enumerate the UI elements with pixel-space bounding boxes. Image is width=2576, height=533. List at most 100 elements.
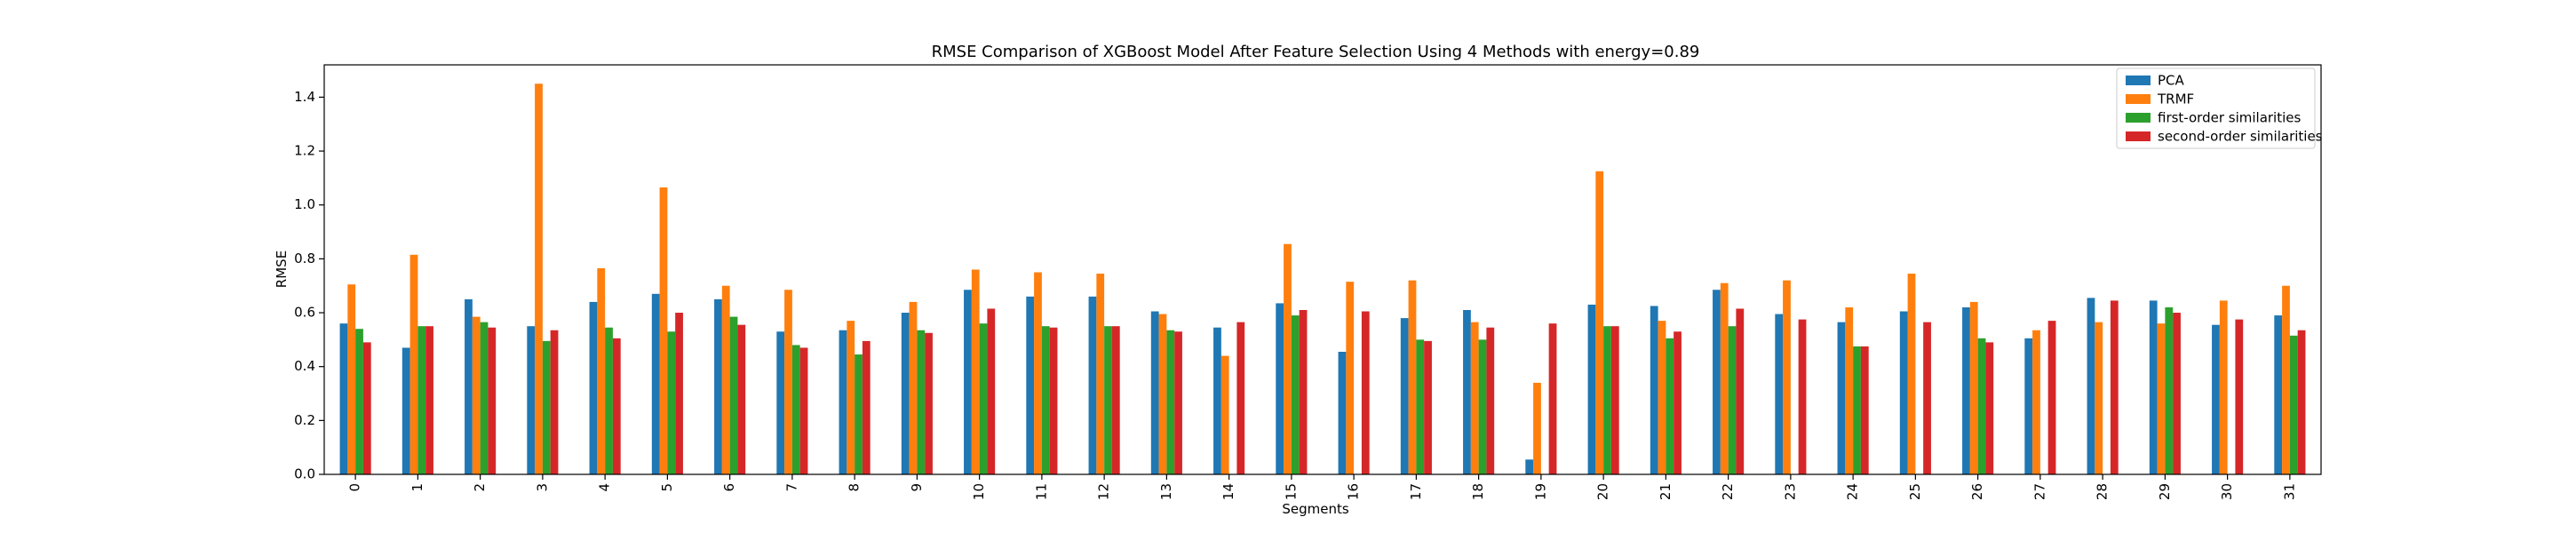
y-tick-label: 1.2 [294,143,315,159]
bar-10-TRMF [972,270,980,475]
bar-19-second-order-similarities [1549,323,1557,474]
bar-13-second-order-similarities [1174,331,1182,474]
bar-24-TRMF [1845,307,1853,474]
bar-20-second-order-similarities [1611,326,1619,474]
bar-5-first-order-similarities [667,331,675,474]
bar-8-first-order-similarities [855,354,863,474]
bar-9-second-order-similarities [925,333,933,474]
y-tick-label: 1.0 [294,196,315,212]
bar-10-second-order-similarities [987,308,995,474]
y-tick-label: 0.2 [294,412,315,428]
bar-28-PCA [2087,298,2095,474]
bar-26-first-order-similarities [1978,338,1986,474]
bar-7-TRMF [784,290,792,474]
bar-27-second-order-similarities [2048,321,2056,474]
bar-21-second-order-similarities [1674,331,1682,474]
bar-11-TRMF [1034,273,1042,474]
x-tick-label: 8 [847,483,863,492]
bar-8-TRMF [847,321,855,474]
bar-12-TRMF [1096,274,1104,474]
bar-1-PCA [402,347,410,474]
x-tick-label: 29 [2157,483,2173,500]
bar-14-PCA [1213,328,1221,474]
bar-23-second-order-similarities [1799,320,1807,474]
x-tick-label: 17 [1408,483,1424,500]
x-tick-label: 6 [721,483,737,492]
bar-13-PCA [1151,312,1159,474]
bar-29-PCA [2150,300,2158,474]
bar-5-TRMF [660,187,668,474]
bar-14-second-order-similarities [1236,322,1244,474]
x-tick-label: 25 [1907,483,1923,500]
x-tick-label: 31 [2281,483,2297,500]
bar-11-PCA [1026,297,1034,474]
bar-25-PCA [1900,312,1908,474]
x-tick-label: 15 [1283,483,1299,500]
bar-8-PCA [839,330,847,474]
bar-0-first-order-similarities [355,329,363,474]
x-tick-label: 3 [534,483,550,492]
bar-19-TRMF [1533,383,1541,474]
bar-19-PCA [1525,459,1533,474]
bar-18-TRMF [1471,322,1479,474]
y-tick-label: 0.8 [294,251,315,266]
x-tick-label: 16 [1346,483,1362,500]
bar-26-PCA [1962,307,1970,474]
bar-3-second-order-similarities [551,330,559,474]
bar-20-PCA [1588,305,1596,474]
x-tick-label: 4 [597,483,613,492]
bar-30-PCA [2212,325,2220,474]
bar-18-second-order-similarities [1486,328,1494,474]
bar-18-first-order-similarities [1479,339,1487,474]
bar-6-PCA [714,299,722,474]
bar-0-second-order-similarities [363,342,371,474]
bar-20-TRMF [1595,171,1603,474]
x-ticks-group: 0 1 2 3 4 5 6 7 8 9 10 11 12 13 14 15 16 17 18 19 20 21 22 23 24… [347,474,2298,500]
bar-22-second-order-similarities [1736,308,1744,474]
chart-title: RMSE Comparison of XGBoost Model After F… [932,43,1700,61]
bar-17-PCA [1401,318,1409,474]
x-tick-label: 18 [1470,483,1486,500]
legend-swatch [2126,94,2151,104]
bar-7-first-order-similarities [792,345,800,474]
bar-15-PCA [1276,303,1284,474]
legend: PCA TRMF first-order similarities second-or… [2117,68,2323,148]
x-tick-label: 30 [2219,483,2235,500]
legend-label: PCA [2158,73,2185,89]
bar-10-first-order-similarities [980,323,988,474]
legend-label: first-order similarities [2158,110,2302,126]
bar-12-first-order-similarities [1104,326,1112,474]
x-tick-label: 2 [472,483,488,492]
x-tick-label: 20 [1595,483,1611,500]
bar-13-TRMF [1159,314,1167,474]
bar-2-TRMF [473,317,481,474]
bar-6-first-order-similarities [730,317,738,474]
bar-22-PCA [1713,290,1721,474]
bar-26-second-order-similarities [1985,342,1993,474]
legend-swatch [2126,76,2151,85]
bar-24-second-order-similarities [1861,346,1869,474]
bar-22-TRMF [1721,283,1729,474]
x-tick-label: 19 [1532,483,1548,500]
bar-23-TRMF [1783,281,1791,474]
bar-4-second-order-similarities [613,338,621,474]
legend-label: second-order similarities [2158,129,2323,145]
x-tick-label: 0 [347,483,363,492]
y-ticks-group: 0.0 0.2 0.4 0.6 0.8 1.0 1.2 1.4 [294,89,324,482]
x-tick-label: 23 [1782,483,1798,500]
bar-14-TRMF [1221,356,1229,474]
bar-1-first-order-similarities [417,326,425,474]
bar-31-first-order-similarities [2290,336,2298,474]
y-tick-label: 0.6 [294,305,315,321]
bar-0-TRMF [347,284,355,474]
bar-9-TRMF [910,302,918,474]
bar-27-TRMF [2032,330,2040,474]
bar-24-first-order-similarities [1853,346,1861,474]
bar-31-TRMF [2282,286,2290,474]
bar-4-first-order-similarities [605,328,613,474]
bar-29-second-order-similarities [2173,313,2181,474]
x-tick-label: 28 [2095,483,2111,500]
x-tick-label: 22 [1720,483,1736,500]
bar-21-TRMF [1658,321,1666,474]
